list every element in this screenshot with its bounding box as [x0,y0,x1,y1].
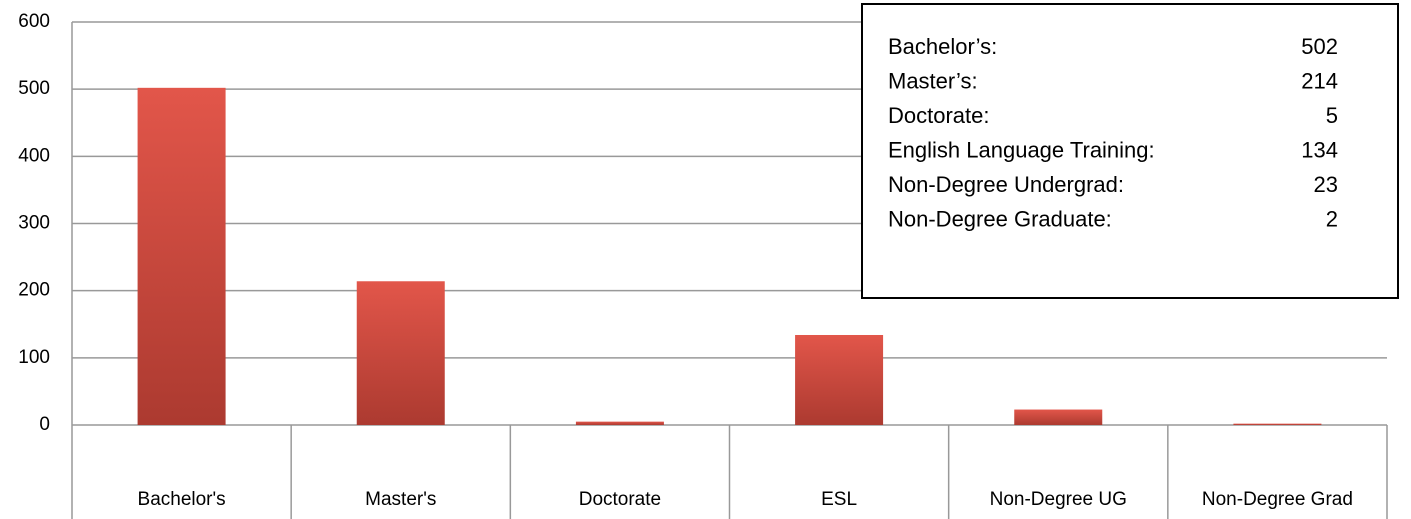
x-tick-label: ESL [821,489,857,510]
annotation-label: Non-Degree Graduate: [888,206,1112,231]
annotation-value: 134 [1301,137,1338,162]
y-tick-label: 300 [18,213,50,234]
y-tick-label: 400 [18,145,50,166]
y-tick-label: 0 [39,414,50,435]
bar [137,87,226,425]
x-tick-label: Bachelor's [138,489,226,510]
annotation-value: 502 [1301,34,1338,59]
annotation-label: English Language Training: [888,137,1155,162]
x-tick-label: Non-Degree UG [990,489,1127,510]
annotation-label: Doctorate: [888,103,990,128]
x-tick-label: Master's [365,489,436,510]
bar [356,281,445,425]
bar [1233,423,1322,425]
annotation-label: Master’s: [888,68,978,93]
annotation-value: 214 [1301,68,1338,93]
x-tick-label: Doctorate [579,489,661,510]
annotation-box: Bachelor’s: 502 Master’s: 214 Doctorate: 5 Eng… [861,3,1399,299]
annotation-value: 23 [1314,172,1338,197]
y-tick-label: 100 [18,347,50,368]
bar [575,421,664,425]
y-tick-label: 600 [18,11,50,32]
y-tick-label: 200 [18,280,50,301]
annotation-value: 5 [1326,103,1338,128]
annotation-value: 2 [1326,206,1338,231]
annotation-label: Non-Degree Undergrad: [888,172,1124,197]
annotation-label: Bachelor’s: [888,34,997,59]
bar [795,334,884,425]
bar [1014,409,1103,425]
x-tick-label: Non-Degree Grad [1202,489,1353,510]
y-tick-label: 500 [18,78,50,99]
annotation-frame [861,3,1399,299]
